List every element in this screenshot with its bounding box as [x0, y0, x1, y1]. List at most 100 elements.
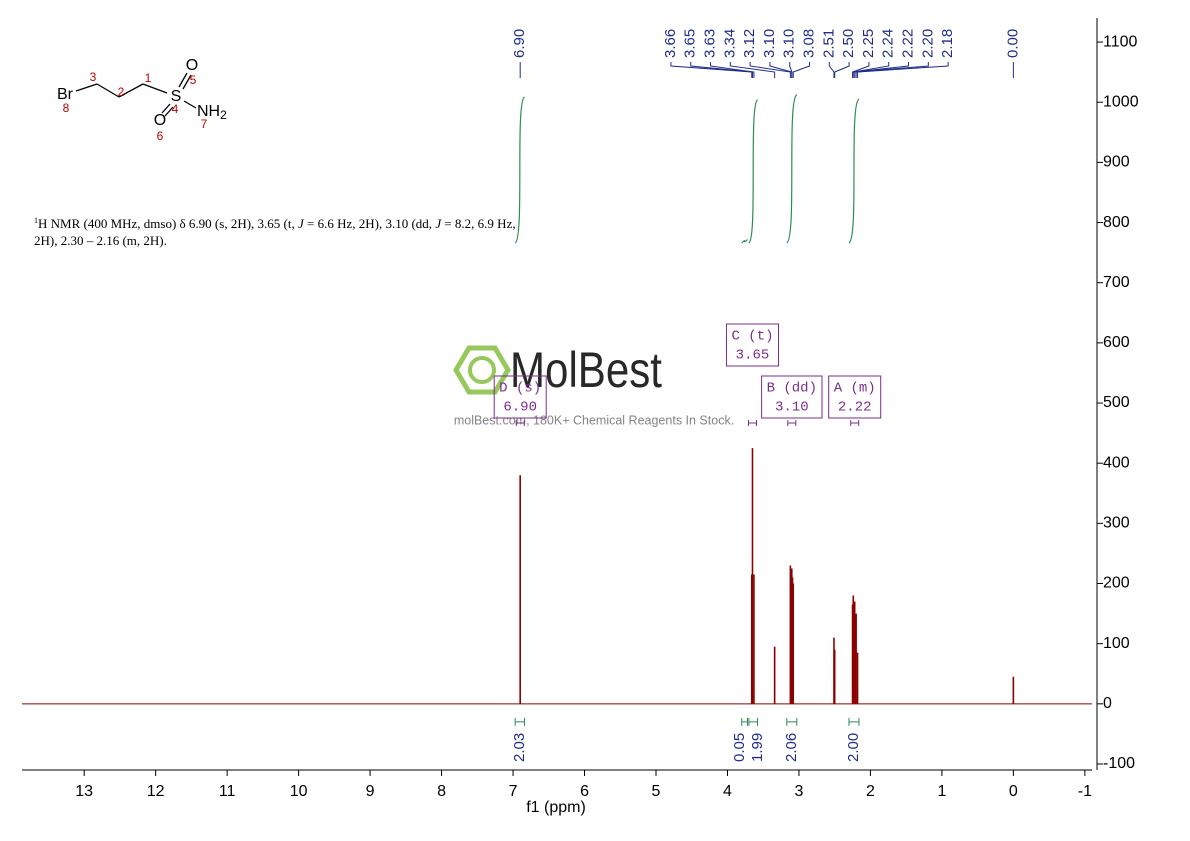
- watermark: MolBest molBest.com, 180K+ Chemical Reag…: [453, 342, 734, 427]
- integral-curve: [786, 94, 798, 244]
- y-tick-label: 600: [1103, 334, 1130, 351]
- multiplet-shift: 3.10: [775, 400, 809, 416]
- integral-label: 0.05: [731, 733, 748, 762]
- description-line: 1H NMR (400 MHz, dmso) δ 6.90 (s, 2H), 3…: [34, 216, 516, 231]
- peak-leader: [852, 62, 870, 78]
- peak-leader: [855, 62, 929, 78]
- x-tick-label: 11: [219, 783, 236, 800]
- multiplet-box: [725, 323, 779, 367]
- peak-label: 3.34: [721, 29, 738, 58]
- integral-label: 2.06: [783, 733, 800, 762]
- multiplet-label: A (m): [834, 381, 876, 397]
- peak-leader: [769, 62, 793, 78]
- y-tick-label: 1100: [1103, 33, 1138, 50]
- watermark-tagline: molBest.com, 180K+ Chemical Reagents In …: [454, 413, 734, 427]
- peak-leader: [710, 62, 755, 78]
- description-text: 2H), 2.30 – 2.16 (m, 2H).: [34, 233, 167, 248]
- atom: O: [154, 112, 166, 129]
- x-tick-label: 0: [1009, 783, 1018, 800]
- peak-leader: [792, 62, 811, 78]
- bond: [142, 83, 168, 94]
- multiplet-marker: [850, 420, 860, 426]
- atom: NH2: [197, 103, 227, 122]
- y-tick-label: 200: [1103, 575, 1130, 592]
- integral-curve: [848, 98, 860, 244]
- atom: Br: [57, 86, 74, 103]
- logo: [453, 345, 511, 395]
- x-tick-label: 2: [866, 783, 875, 800]
- peak-label: 2.24: [880, 29, 897, 58]
- atom: O: [186, 57, 198, 74]
- x-tick-label: 3: [794, 783, 803, 800]
- y-tick-label: 700: [1103, 274, 1130, 291]
- integral-bracket: [848, 717, 860, 726]
- bond: [161, 103, 171, 114]
- bond: [118, 83, 144, 98]
- bond: [178, 72, 188, 88]
- atom-text: NH: [197, 103, 220, 120]
- atom-number: 4: [172, 102, 179, 116]
- peak-label: 3.12: [741, 29, 758, 58]
- bond: [182, 74, 192, 90]
- x-tick-label: 12: [147, 783, 165, 800]
- x-tick-label: 10: [290, 783, 308, 800]
- y-tick-label: 900: [1103, 154, 1130, 171]
- integral-bracket: [748, 717, 758, 726]
- x-tick-label: 9: [366, 783, 375, 800]
- peak-label: 0.00: [1004, 29, 1021, 58]
- logo: [468, 356, 496, 384]
- bond: [183, 100, 197, 109]
- peak-label: 2.51: [820, 29, 837, 58]
- peak-label: 3.10: [781, 29, 798, 58]
- atom-number: 6: [157, 129, 164, 143]
- peak-leader: [670, 62, 753, 78]
- multiplet-box: [828, 375, 882, 419]
- atom-number: 1: [145, 71, 152, 85]
- peak-leader: [690, 62, 753, 78]
- peak-leader: [852, 62, 890, 78]
- integral-label: 1.99: [749, 733, 766, 762]
- integral-label: 2.03: [511, 733, 528, 762]
- y-tick-label: 100: [1103, 635, 1130, 652]
- multiplet-box: [761, 375, 823, 419]
- atom-number: 2: [118, 85, 125, 99]
- x-tick-label: 7: [509, 783, 518, 800]
- y-tick-label: -100: [1103, 755, 1135, 772]
- multiplet-marker: [787, 420, 797, 426]
- subscript: 2: [220, 108, 227, 122]
- multiplet-shift: 2.22: [838, 400, 872, 416]
- integral-bracket: [741, 717, 748, 726]
- y-tick-label: 0: [1103, 695, 1112, 712]
- peak-label: 2.20: [919, 29, 936, 58]
- integral-label: 2.00: [845, 733, 862, 762]
- peak-label: 6.90: [511, 29, 528, 58]
- multiplet-shift: 3.65: [736, 348, 770, 364]
- x-tick-label: -1: [1078, 783, 1092, 800]
- superscript: 1: [34, 216, 38, 225]
- y-tick-label: 300: [1103, 515, 1130, 532]
- x-tick-label: 4: [723, 783, 732, 800]
- description-text: H NMR (400 MHz, dmso) δ 6.90 (s, 2H), 3.…: [38, 216, 298, 231]
- integral-bracket: [514, 717, 525, 726]
- bond: [96, 83, 120, 98]
- watermark-brand: MolBest: [510, 342, 662, 398]
- multiplet-box: [493, 375, 547, 419]
- y-tick-label: 500: [1103, 394, 1130, 411]
- atom-number: 8: [63, 101, 70, 115]
- peak-leader: [834, 62, 850, 78]
- integral-curve: [748, 99, 759, 244]
- y-tick-label: 800: [1103, 214, 1130, 231]
- atom-number: 7: [201, 117, 208, 131]
- peak-label: 3.63: [701, 29, 718, 58]
- multiplet-label: C (t): [731, 329, 773, 345]
- x-tick-label: 1: [937, 783, 946, 800]
- peak-leader: [854, 62, 910, 78]
- peak-leader: [789, 62, 793, 78]
- bond: [75, 83, 98, 92]
- peak-label: 2.18: [939, 29, 956, 58]
- description-text: = 6.6 Hz, 2H), 3.10 (dd,: [304, 216, 436, 231]
- multiplet-marker: [747, 420, 757, 426]
